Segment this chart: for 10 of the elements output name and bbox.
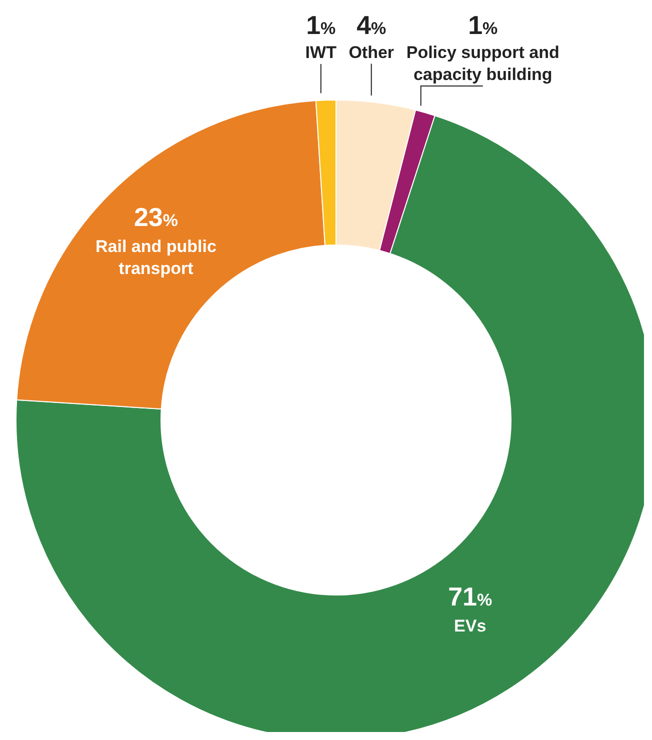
slice-label: EVs (454, 616, 486, 636)
slice-label: Other (348, 43, 394, 62)
data-label: 1% (306, 10, 336, 40)
data-label: 1% (468, 10, 498, 40)
slice-label: Rail and public transport (96, 236, 216, 278)
slice-label: IWT (305, 43, 338, 62)
data-label: 71% (448, 582, 492, 612)
data-label: 4% (356, 10, 386, 40)
data-label: 23% (134, 202, 178, 232)
slice-label: Policy support and capacity building (406, 43, 560, 84)
